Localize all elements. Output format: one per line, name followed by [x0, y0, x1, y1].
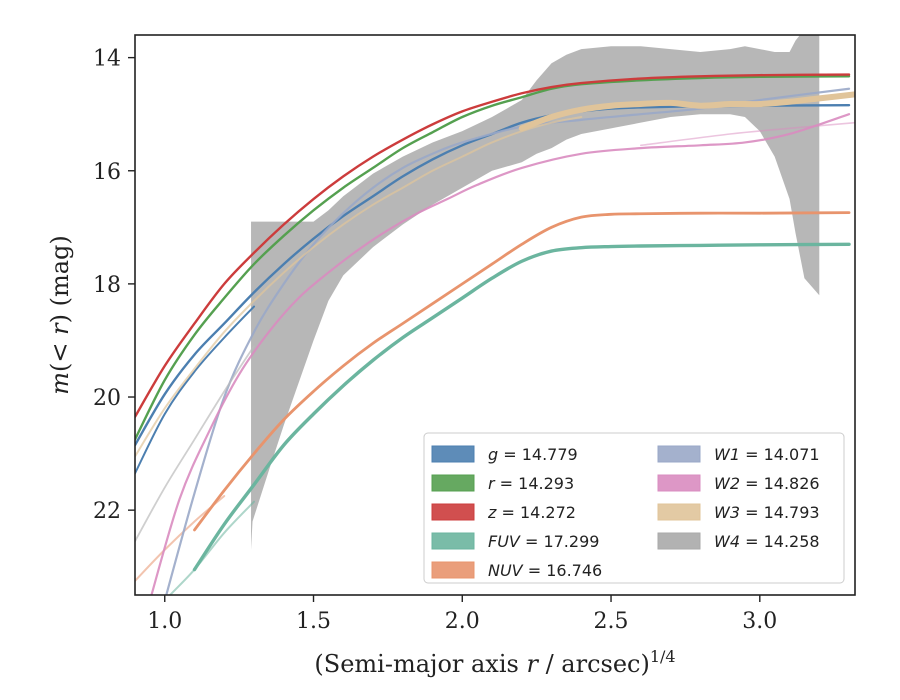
legend-label: W2 = 14.826 [714, 474, 820, 493]
legend: g = 14.779 r = 14.293 z = 14.272 FUV = 17.2… [423, 432, 845, 584]
legend-swatch [431, 532, 475, 550]
legend-swatch [431, 474, 475, 492]
y-tick-label: 22 [93, 499, 121, 524]
legend-label: NUV = 16.746 [488, 561, 602, 580]
legend-label: W4 = 14.258 [714, 532, 820, 551]
legend-label: z = 14.272 [487, 503, 576, 522]
x-tick-label: 2.5 [594, 609, 629, 634]
y-tick-label: 20 [93, 386, 121, 411]
x-tick-label: 3.0 [742, 609, 777, 634]
series-line-nuv-ext [135, 495, 226, 582]
series-line-w2 [150, 113, 851, 595]
x-tick-label: 1.0 [147, 609, 182, 634]
band-w4 [251, 35, 820, 550]
legend-swatch [431, 561, 475, 579]
legend-swatch [657, 445, 701, 463]
y-tick-label: 16 [93, 160, 121, 185]
legend-swatch [431, 503, 475, 521]
legend-swatch [431, 445, 475, 463]
series-line-g [135, 103, 851, 447]
series-line-fuv [192, 242, 851, 572]
series-line-w3 [135, 116, 583, 458]
series-line-fuv-ext [168, 500, 256, 595]
legend-label: FUV = 17.299 [488, 532, 599, 551]
y-axis-label: m(< r) (mag) [46, 235, 74, 395]
series-line-r [135, 75, 851, 441]
legend-swatch [657, 503, 701, 521]
x-axis-label: (Semi-major axis r / arcsec)1/4 [314, 647, 675, 678]
series-line-w4-line [135, 345, 255, 543]
legend-label: g = 14.779 [488, 445, 578, 464]
y-tick-label: 14 [93, 47, 121, 72]
series-line-w3-band [518, 91, 855, 132]
plot-frame [134, 34, 856, 596]
legend-label: W3 = 14.793 [714, 503, 820, 522]
legend-box [423, 432, 845, 584]
series-layer [135, 73, 855, 595]
y-tick-label: 18 [93, 273, 121, 298]
series-line-nuv [193, 211, 851, 532]
legend-label: W1 = 14.071 [714, 445, 820, 464]
legend-swatch [657, 532, 701, 550]
bands-layer [251, 35, 820, 550]
ticks-layer: 1.0 1.5 2.0 2.5 3.0 14 16 18 20 22 [93, 47, 777, 634]
series-line-g-faint [135, 305, 256, 475]
legend-swatch [657, 474, 701, 492]
x-tick-label: 2.0 [445, 609, 480, 634]
series-line-w2-ext [639, 121, 855, 147]
legend-label: r = 14.293 [488, 474, 574, 493]
series-line-z [135, 73, 851, 419]
x-tick-label: 1.5 [296, 609, 331, 634]
